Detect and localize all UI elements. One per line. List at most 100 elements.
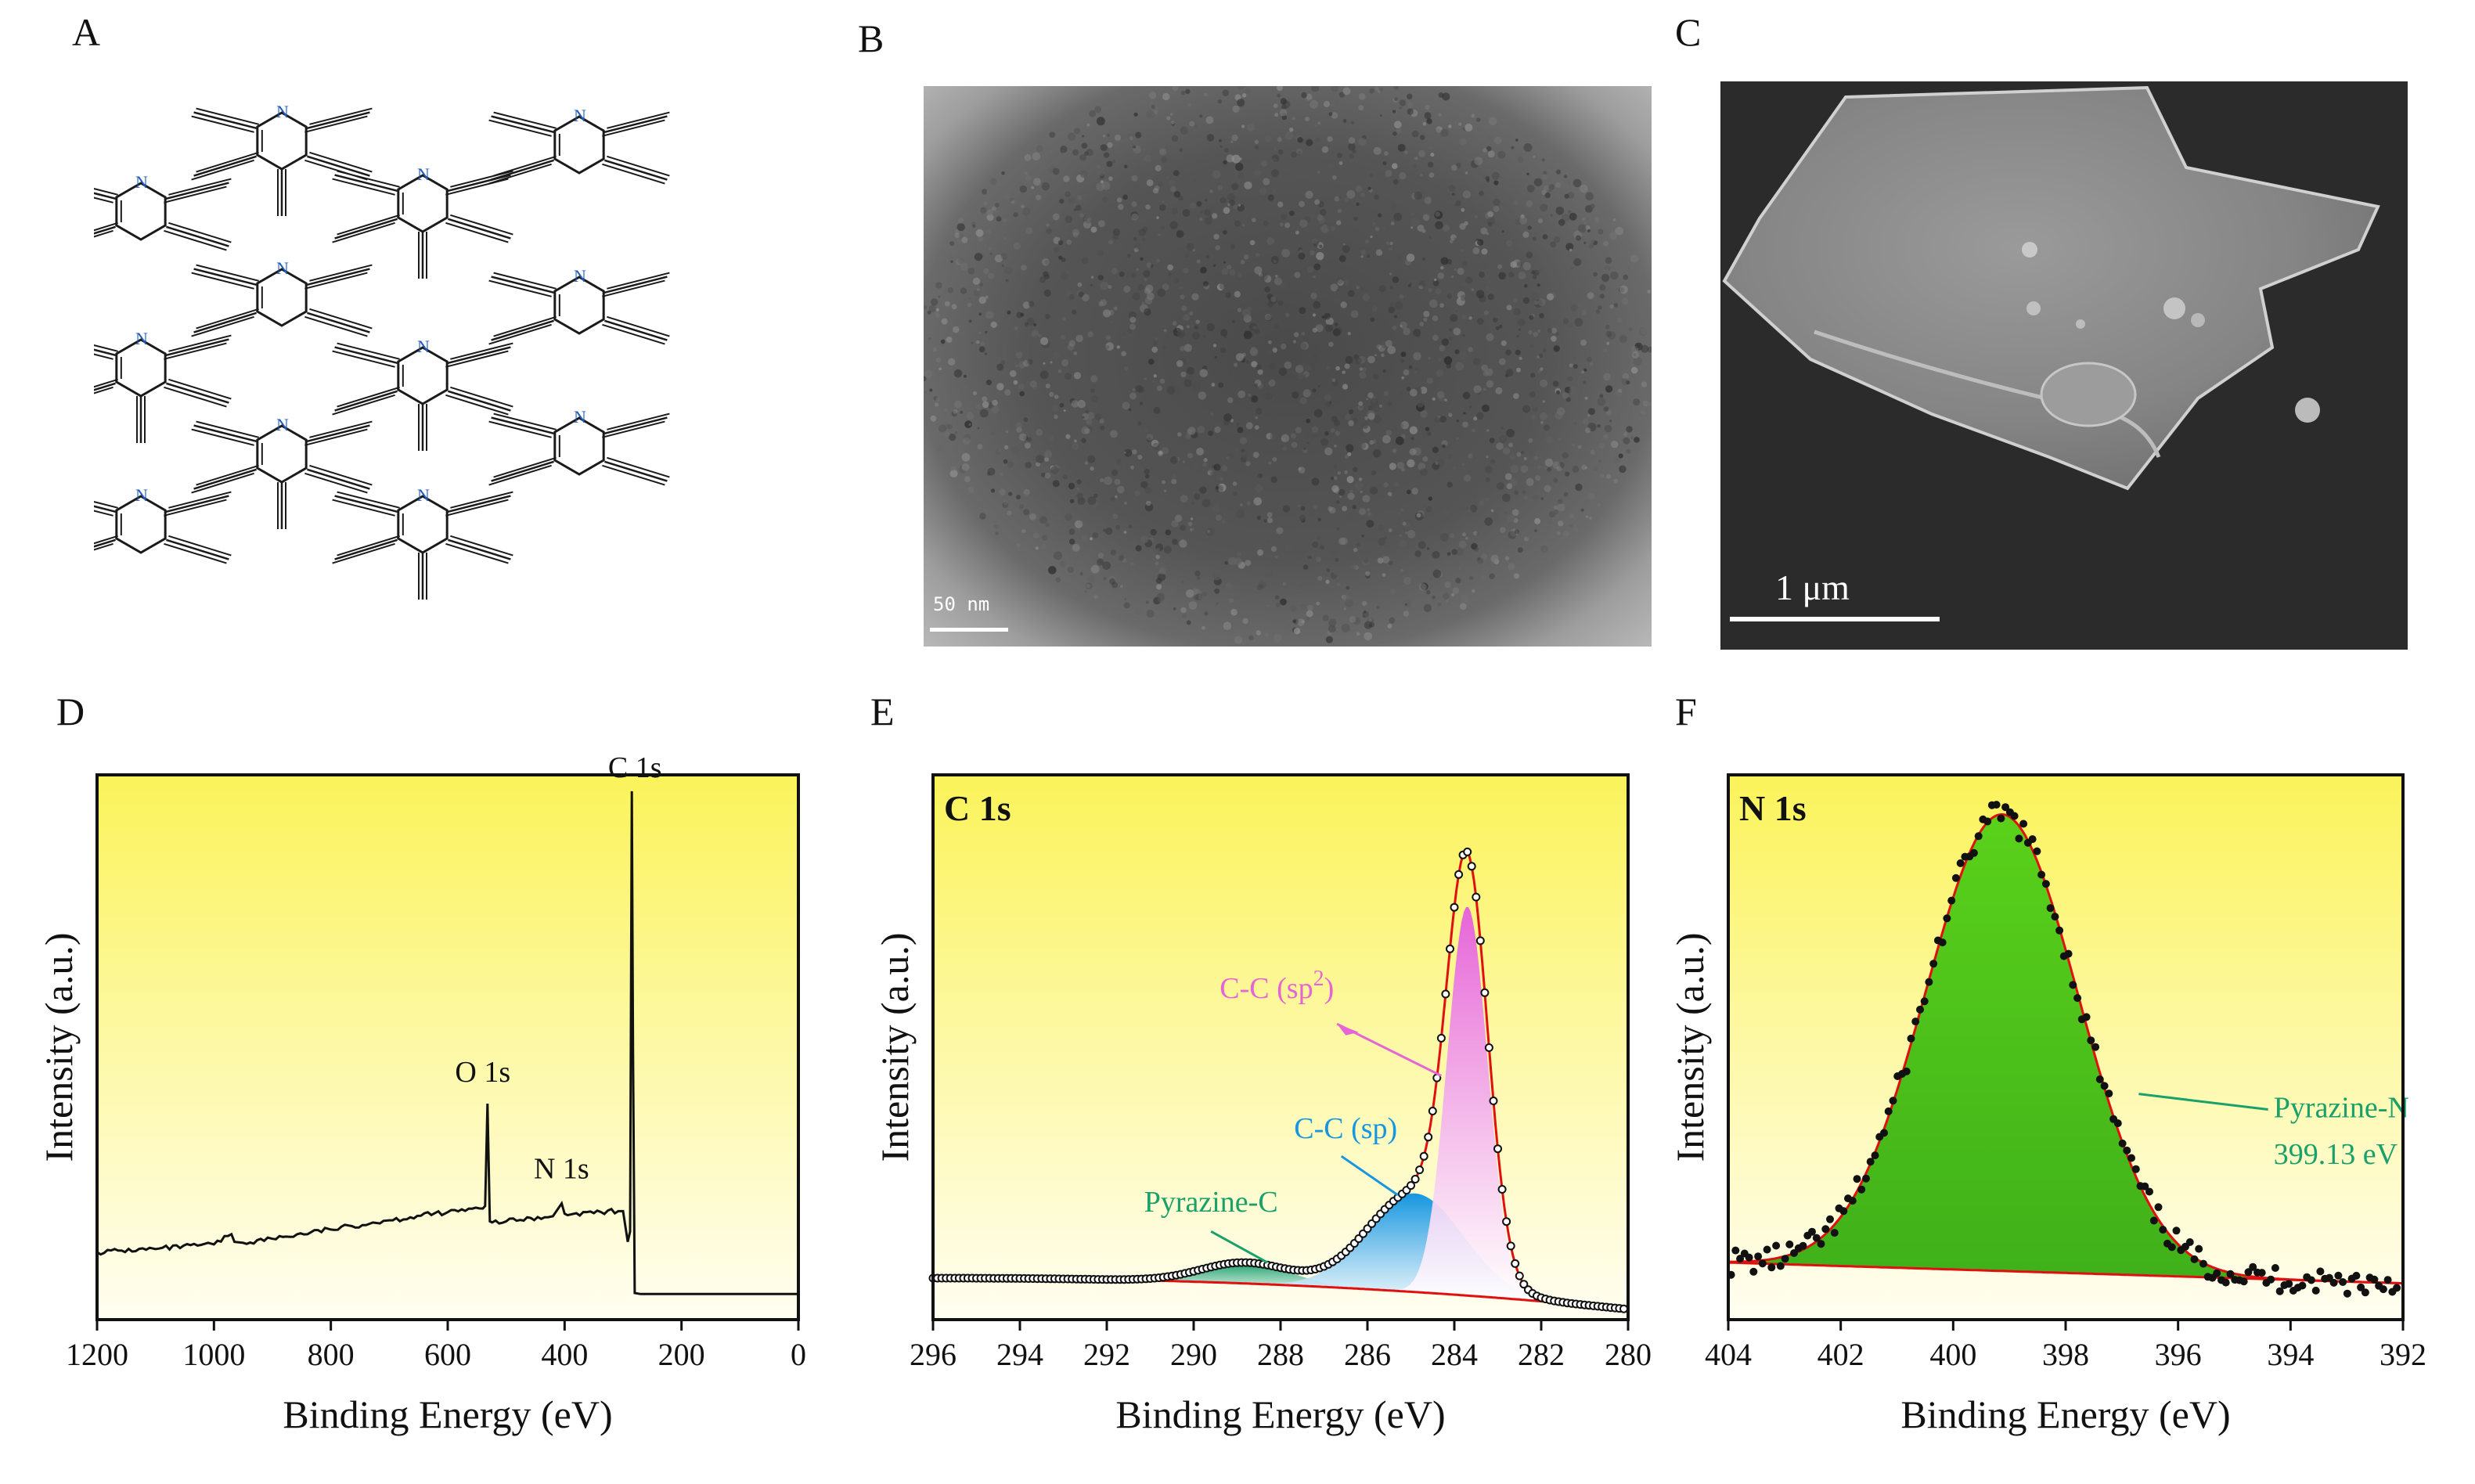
tem-grain	[971, 222, 976, 226]
tem-grain	[1144, 287, 1151, 294]
tem-grain	[1244, 181, 1252, 189]
tem-grain	[1504, 469, 1508, 473]
tem-grain	[1506, 304, 1512, 311]
tem-grain	[1468, 316, 1472, 320]
tem-grain	[1331, 380, 1338, 387]
tem-grain	[1234, 290, 1241, 298]
tem-grain	[1410, 226, 1414, 229]
alkyne-bond	[196, 420, 259, 438]
tem-grain	[1299, 200, 1306, 207]
tem-grain	[1127, 132, 1135, 140]
tem-grain	[1155, 578, 1162, 584]
tem-grain	[1264, 632, 1269, 638]
tem-grain	[1319, 244, 1323, 248]
tem-grain	[1582, 418, 1589, 425]
tem-grain	[1447, 453, 1453, 459]
tem-grain	[1421, 257, 1426, 261]
tem-grain	[1448, 412, 1453, 417]
tem-grain	[1454, 237, 1457, 240]
tem-grain	[1072, 445, 1075, 448]
alkyne-bond	[445, 499, 509, 517]
tem-grain	[1071, 309, 1077, 315]
tem-grain	[1090, 283, 1093, 286]
tem-grain	[1328, 100, 1336, 110]
tem-grain	[1181, 305, 1187, 312]
tem-grain	[1360, 193, 1366, 198]
tem-grain	[958, 331, 965, 338]
tem-grain	[1107, 134, 1110, 137]
tem-grain	[940, 339, 946, 344]
tem-grain	[924, 376, 927, 382]
tem-grain	[1342, 594, 1351, 603]
tem-grain	[1267, 194, 1274, 201]
tem-grain	[1182, 460, 1186, 463]
tem-grain	[1105, 342, 1114, 351]
tem-grain	[1110, 549, 1116, 556]
tem-grain	[1042, 258, 1050, 266]
tem-grain	[1389, 493, 1392, 497]
data-point	[2131, 1165, 2140, 1173]
tem-grain	[1032, 335, 1042, 344]
tem-grain	[1631, 351, 1640, 359]
tem-grain	[1128, 408, 1132, 412]
tem-grain	[995, 203, 1000, 207]
tem-grain	[1316, 251, 1324, 261]
tem-grain	[964, 374, 967, 378]
tem-grain	[1411, 517, 1417, 523]
pyridine-ring	[115, 495, 167, 554]
tem-grain	[1587, 292, 1594, 300]
tem-grain	[1375, 249, 1383, 256]
tem-grain	[1187, 427, 1196, 435]
tem-grain	[1240, 503, 1243, 506]
tem-grain	[1486, 217, 1495, 225]
tem-grain	[1068, 482, 1075, 490]
tem-grain	[1327, 135, 1333, 142]
data-point	[1467, 862, 1476, 871]
tem-grain	[1099, 419, 1104, 424]
tem-grain	[1053, 351, 1061, 359]
alkyne-bond	[448, 495, 511, 513]
data-point	[1424, 1133, 1433, 1142]
tem-grain	[1500, 340, 1507, 347]
tem-grain	[1072, 443, 1079, 450]
tem-grain	[1016, 543, 1021, 548]
tem-grain	[1180, 294, 1185, 300]
tem-grain	[1326, 568, 1330, 572]
tem-grain	[1421, 335, 1428, 343]
tem-grain	[933, 387, 936, 390]
tem-grain	[1623, 274, 1629, 280]
tem-grain	[1577, 224, 1587, 233]
tem-grain	[1300, 431, 1307, 439]
tem-grain	[1157, 288, 1166, 297]
tem-grain	[1332, 175, 1337, 180]
tem-grain	[1082, 294, 1090, 302]
tem-grain	[1324, 430, 1329, 436]
tem-grain	[1367, 410, 1375, 419]
tem-grain	[1406, 254, 1415, 262]
tem-grain	[1281, 249, 1290, 258]
alkyne-bond	[94, 505, 116, 513]
tem-grain	[989, 178, 997, 186]
tem-grain	[1303, 447, 1306, 450]
tem-grain	[1428, 172, 1435, 178]
tem-grain	[1096, 117, 1105, 126]
tem-grain	[981, 502, 985, 506]
tem-grain	[1587, 312, 1592, 318]
tem-grain	[1606, 341, 1610, 345]
tem-grain	[1054, 414, 1058, 420]
tem-grain	[1061, 272, 1068, 280]
chart-title: N 1s	[1739, 788, 1807, 828]
label-pyrazine-n: Pyrazine-N	[2274, 1091, 2409, 1124]
tem-grain	[1321, 146, 1329, 153]
tem-grain	[1185, 589, 1194, 598]
data-point	[2082, 1013, 2091, 1021]
tem-grain	[1135, 545, 1142, 552]
tem-grain	[1414, 550, 1422, 557]
tem-grain	[1183, 314, 1191, 322]
tem-grain	[1607, 331, 1616, 340]
tem-grain	[1039, 516, 1047, 524]
x-tick-label: 286	[1344, 1337, 1391, 1372]
tem-grain	[1131, 272, 1137, 279]
tem-grain	[1257, 369, 1263, 375]
tem-grain	[1407, 279, 1416, 287]
